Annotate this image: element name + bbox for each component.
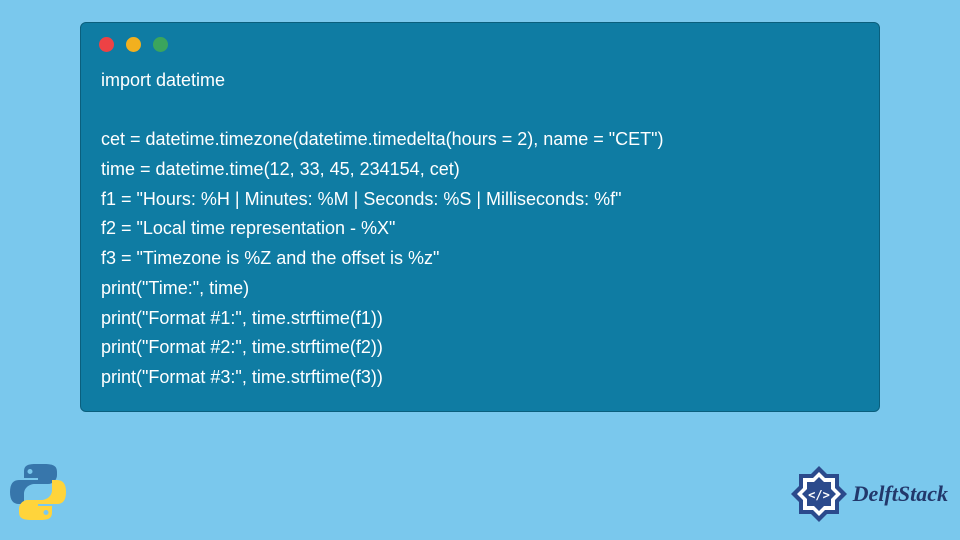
minimize-dot-icon [126,37,141,52]
code-block: import datetime cet = datetime.timezone(… [81,58,879,397]
delftstack-badge: </> DelftStack [789,464,948,524]
close-dot-icon [99,37,114,52]
maximize-dot-icon [153,37,168,52]
delftstack-label: DelftStack [853,481,948,507]
svg-text:</>: </> [808,488,830,502]
python-icon [6,460,70,524]
code-window: import datetime cet = datetime.timezone(… [80,22,880,412]
window-titlebar [81,23,879,58]
delftstack-seal-icon: </> [789,464,849,524]
